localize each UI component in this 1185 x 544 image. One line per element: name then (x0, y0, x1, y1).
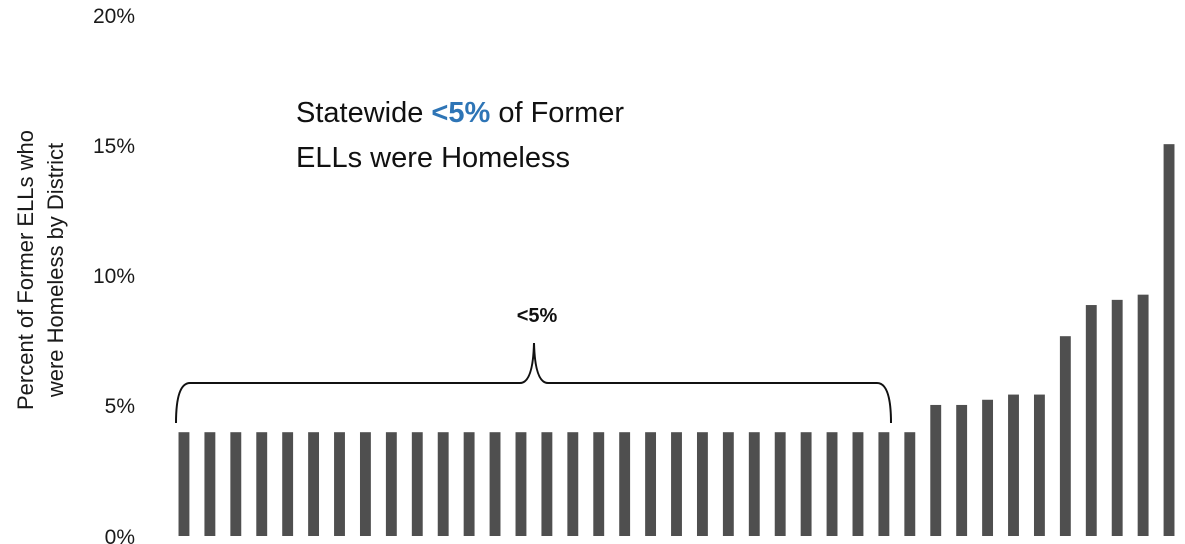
y-tick-label: 10% (93, 265, 135, 288)
y-tick-label: 20% (93, 5, 135, 28)
curly-brace (175, 342, 892, 424)
brace-label: <5% (517, 305, 558, 327)
bar (878, 432, 890, 536)
y-tick-label: 0% (105, 526, 135, 544)
bar (930, 404, 942, 536)
bar (619, 432, 631, 536)
y-axis-tick-labels: 0% 5% 10% 15% 20% (93, 5, 135, 544)
bar (489, 432, 501, 536)
annotation-prefix: Statewide (296, 97, 431, 129)
bar (826, 432, 838, 536)
bar (256, 432, 268, 536)
annotation-suffix: of Former (490, 97, 624, 129)
bar (904, 432, 916, 536)
bar (671, 432, 682, 536)
bar (230, 432, 242, 536)
bar (463, 432, 475, 536)
bar (956, 404, 968, 536)
bar (282, 432, 294, 536)
bar (437, 432, 449, 536)
bar (1033, 394, 1045, 536)
bar (645, 432, 657, 536)
bar (515, 432, 527, 536)
bar (774, 432, 786, 536)
bar (1137, 294, 1149, 536)
bar (359, 432, 371, 536)
bar (178, 432, 190, 536)
bar (385, 432, 397, 536)
annotation-highlight: <5% (431, 97, 490, 129)
y-tick-label: 15% (93, 135, 135, 158)
bar (1059, 336, 1071, 536)
bar (1111, 299, 1123, 536)
y-tick-label: 5% (105, 395, 135, 418)
bars (178, 144, 1175, 536)
bar (308, 432, 320, 536)
bar (593, 432, 605, 536)
y-axis-title-line2: were Homeless by District (43, 143, 68, 398)
y-axis-title: Percent of Former ELLs who were Homeless… (13, 130, 68, 410)
bar (1085, 305, 1097, 536)
bar (722, 432, 734, 536)
bar (204, 432, 216, 536)
bar (411, 432, 423, 536)
bar (1163, 144, 1175, 536)
bar (541, 432, 553, 536)
bar (334, 432, 345, 536)
statewide-annotation-line2: ELLs were Homeless (296, 142, 570, 174)
bar (982, 399, 994, 536)
y-axis-title-line1: Percent of Former ELLs who (13, 130, 38, 410)
bar (800, 432, 812, 536)
bar (696, 432, 708, 536)
bar (748, 432, 760, 536)
bar (567, 432, 579, 536)
bar (852, 432, 864, 536)
bar (1008, 394, 1019, 536)
statewide-annotation-line1: Statewide <5% of Former (296, 97, 624, 129)
